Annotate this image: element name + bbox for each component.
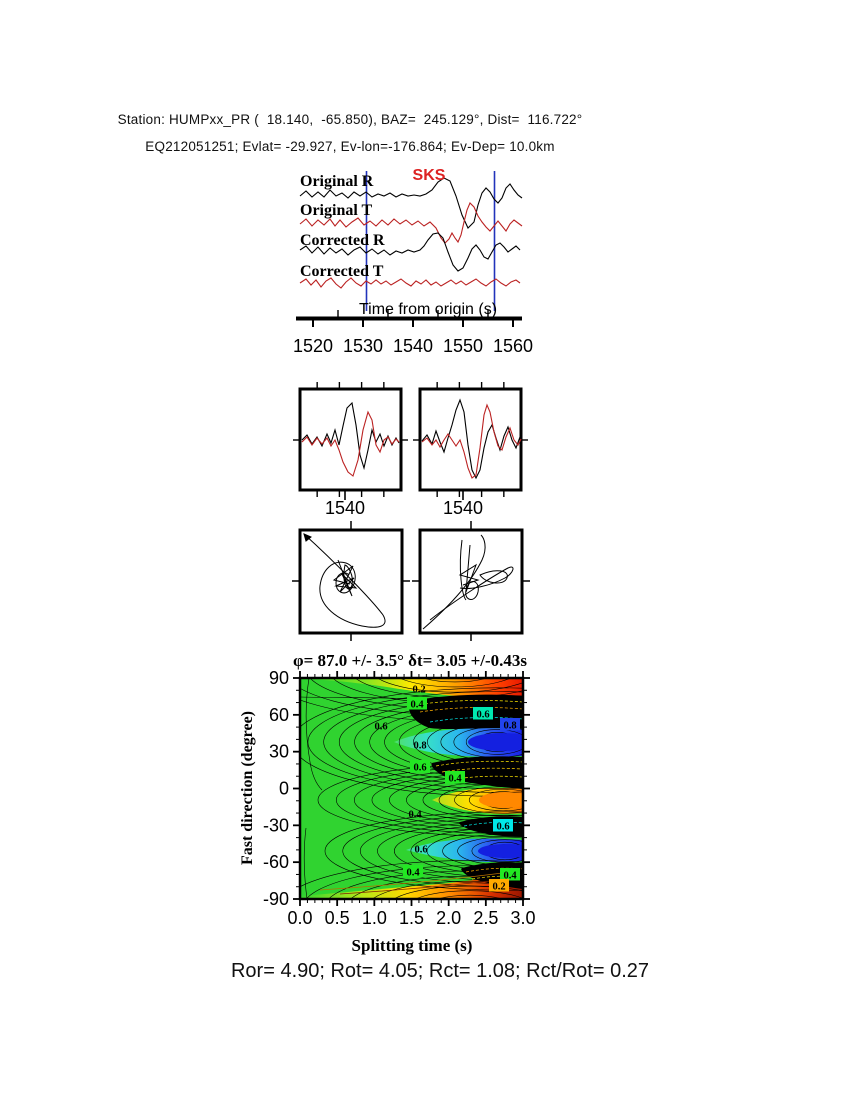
- y-tick-label: 30: [269, 742, 289, 762]
- time-tick-label: 1520: [293, 336, 333, 356]
- contour-line: [305, 865, 523, 899]
- contour-label-text: 0.4: [410, 700, 424, 711]
- contour-label-text: 0.4: [503, 871, 517, 882]
- contour-label-text: 0.6: [413, 763, 426, 774]
- x-tick-label: 0.5: [325, 908, 350, 928]
- trace-corrected-t: [299, 277, 521, 289]
- x-tick-label: 2.0: [436, 908, 461, 928]
- contour-line: [414, 890, 523, 899]
- trace-original-t: [299, 202, 523, 244]
- contour-ylabel: Fast direction (degree): [239, 711, 256, 865]
- trace-original-r: [299, 177, 523, 229]
- y-tick-label: 0: [279, 779, 289, 799]
- particle-motion-panels: [292, 521, 530, 641]
- contour-line: [377, 678, 523, 693]
- contour-label-text: 0.2: [412, 685, 425, 696]
- trace-label-corrected-t: Corrected T: [300, 263, 384, 280]
- time-tick-label: 1530: [343, 336, 383, 356]
- contour-label-text: 0.6: [496, 822, 509, 833]
- x-tick-label: 1.0: [362, 908, 387, 928]
- contour-label-box: [493, 819, 513, 832]
- wave-right-black: [421, 398, 521, 480]
- wave-panel-ticks: [293, 382, 528, 500]
- contour-label-text: 0.8: [503, 721, 516, 732]
- y-tick-label: -60: [263, 852, 289, 872]
- station-title: Station: HUMPxx_PR ( 18.140, -65.850), B…: [117, 112, 583, 127]
- y-tick-label: 90: [269, 668, 289, 688]
- wave-left-black: [301, 401, 400, 471]
- contour-label-box: [489, 879, 509, 892]
- time-axis-title: Time from origin (s): [359, 301, 497, 318]
- time-axis-ticks: 1520 1530 1540 1550 1560: [293, 310, 533, 356]
- contour-label-text: 0.4: [406, 868, 420, 879]
- pm-panel-ticks: [292, 521, 530, 641]
- pm-right-curve: [422, 534, 514, 630]
- misfit-contour-map: φ= 87.0 +/- 3.5° δt= 3.05 +/-0.43s: [239, 651, 536, 955]
- waveform-panels: 1540 1540: [293, 382, 528, 518]
- contour-label-text: 0.4: [448, 774, 462, 785]
- x-tick-label: 0.0: [287, 908, 312, 928]
- event-title: EQ212051251; Evlat= -29.927, Ev-lon=-176…: [145, 139, 555, 154]
- phase-label-sks: SKS: [413, 167, 446, 184]
- contour-label-text: 0.6: [476, 710, 489, 721]
- contour-line: [371, 880, 523, 899]
- time-tick-label: 1550: [443, 336, 483, 356]
- trace-label-corrected-r: Corrected R: [300, 232, 385, 249]
- contour-label-box: [403, 865, 423, 878]
- time-tick-label: 1560: [493, 336, 533, 356]
- contour-label-text: 0.6: [374, 722, 387, 733]
- wave-left-red: [301, 410, 400, 477]
- contour-label-text: 0.8: [413, 741, 426, 752]
- trace-label-original-r: Original R: [300, 173, 374, 190]
- contour-line: [400, 678, 510, 688]
- seismogram-section: Original R Original T Corrected R Correc…: [293, 167, 533, 356]
- trace-label-original-t: Original T: [300, 202, 372, 219]
- contour-label-box: [410, 760, 430, 773]
- y-tick-label: -90: [263, 889, 289, 909]
- x-tick-label: 2.5: [473, 908, 498, 928]
- contour-axes: 0.0 0.5 1.0 1.5 2.0 2.5 3.0 90 60 30 0 -30 -60 -90: [263, 668, 536, 928]
- contour-line: [305, 678, 323, 791]
- contour-line: [465, 729, 523, 755]
- contour-label-text: 0.2: [492, 882, 505, 893]
- wave-right-red: [421, 403, 522, 479]
- contour-label-box: [473, 707, 493, 720]
- wave-right-tick-label: 1540: [443, 498, 483, 518]
- contour-line: [303, 827, 308, 899]
- pm-left-curve: [303, 533, 386, 628]
- quality-stats: Ror= 4.90; Rot= 4.05; Rct= 1.08; Rct/Rot…: [230, 960, 650, 982]
- wave-left-tick-label: 1540: [325, 498, 365, 518]
- contour-line: [300, 860, 523, 887]
- contour-label-box: [500, 868, 520, 881]
- contour-line: [423, 678, 487, 683]
- x-tick-label: 1.5: [399, 908, 424, 928]
- y-tick-label: -30: [263, 815, 289, 835]
- contour-line: [468, 788, 523, 812]
- contour-label-box: [445, 771, 465, 784]
- contour-level-labels: 0.20.40.60.80.60.80.60.40.40.60.60.4 0.40…: [374, 685, 520, 893]
- contour-label-text: 0.6: [414, 845, 427, 856]
- contour-title: φ= 87.0 +/- 3.5° δt= 3.05 +/-0.43s: [293, 651, 527, 670]
- contour-xlabel: Splitting time (s): [352, 936, 473, 955]
- contour-label-box: [500, 718, 520, 731]
- time-tick-label: 1540: [393, 336, 433, 356]
- trace-corrected-r: [299, 232, 521, 272]
- contour-line: [471, 839, 523, 863]
- contour-label-box: [407, 697, 427, 710]
- contour-line: [300, 696, 413, 700]
- y-tick-label: 60: [269, 705, 289, 725]
- contour-line: [436, 894, 504, 899]
- contour-line: [307, 691, 523, 793]
- contour-label-text: 0.4: [408, 810, 422, 821]
- contour-line: [393, 885, 523, 899]
- x-tick-label: 3.0: [510, 908, 535, 928]
